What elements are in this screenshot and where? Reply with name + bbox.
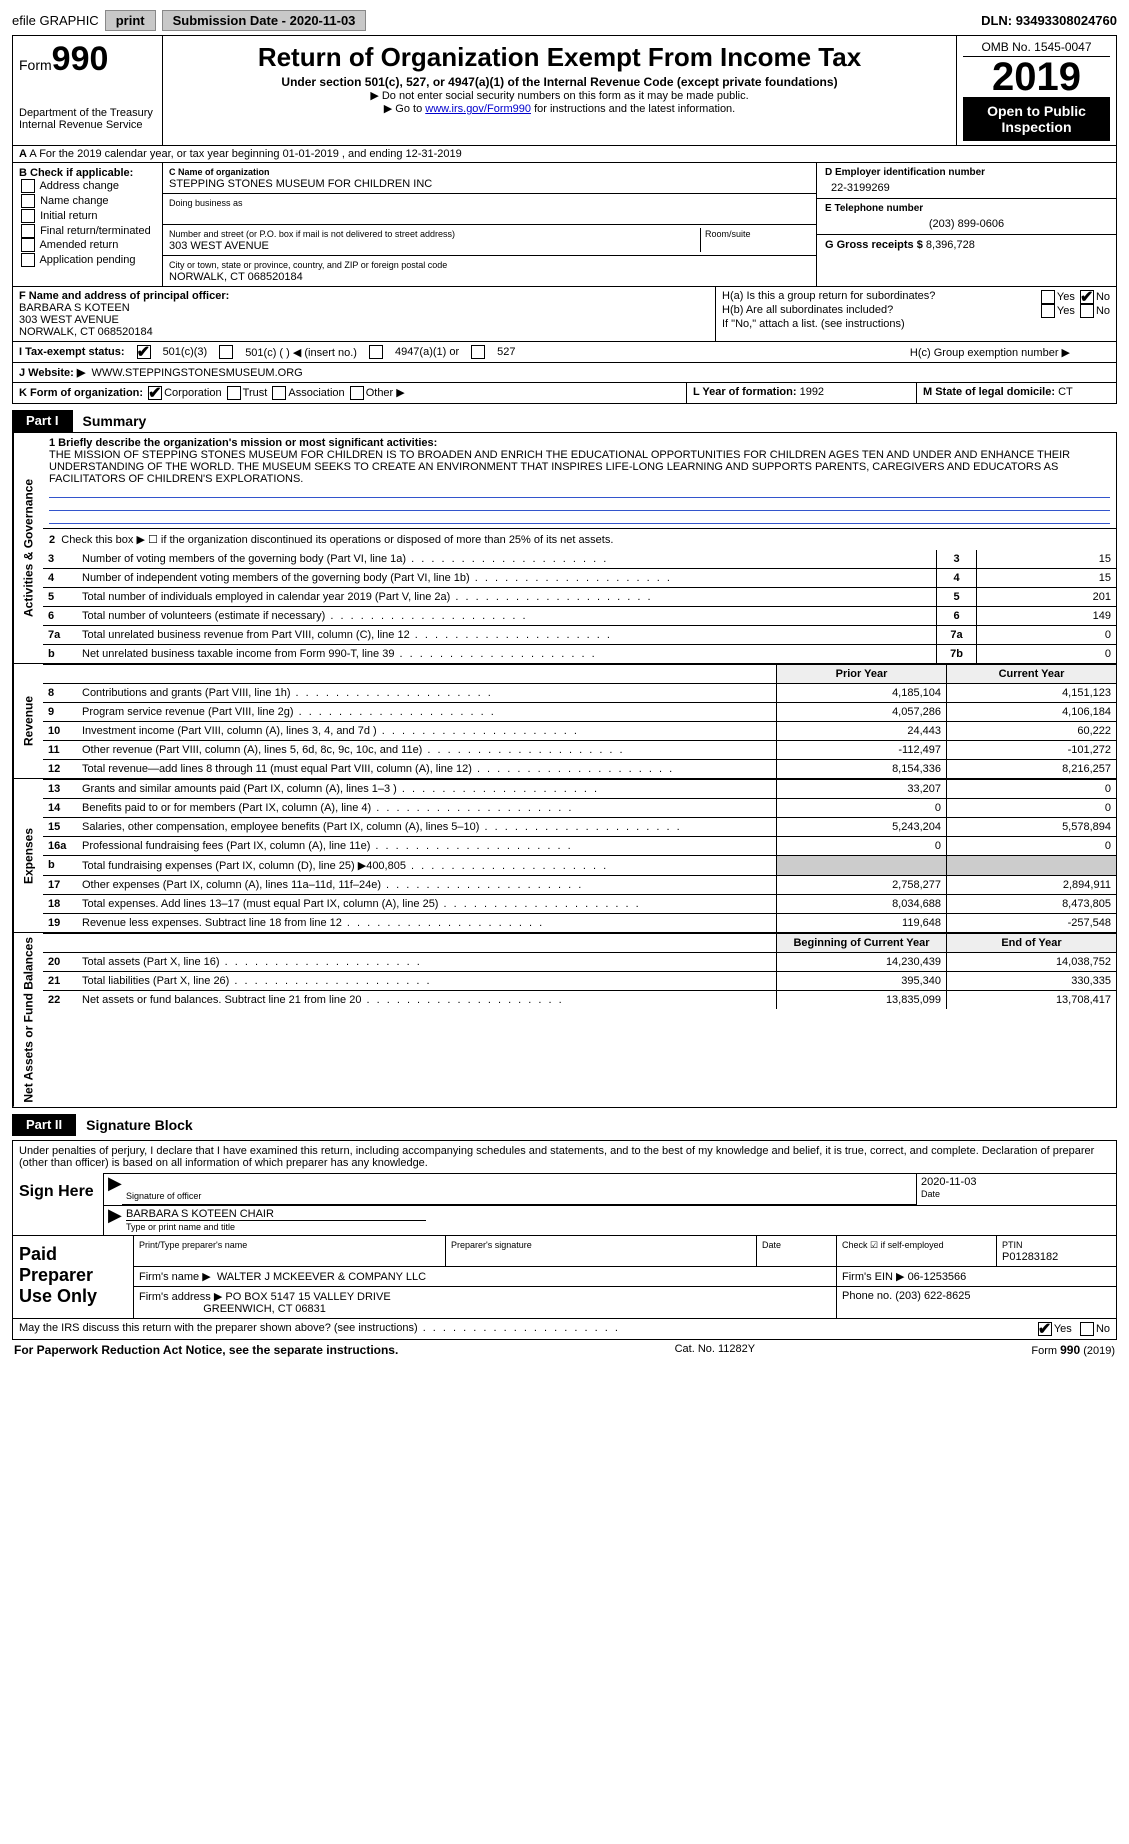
- section-g: G Gross receipts $ 8,396,728: [817, 235, 1116, 255]
- summary-row: 10Investment income (Part VIII, column (…: [43, 721, 1116, 740]
- section-m: M State of legal domicile: CT: [916, 383, 1116, 403]
- col-headers-1: Prior Year Current Year: [43, 664, 1116, 683]
- signature-arrow-icon: ▶: [104, 1174, 122, 1205]
- line-a: A A For the 2019 calendar year, or tax y…: [12, 146, 1117, 163]
- firm-ein: 06-1253566: [908, 1271, 967, 1283]
- part2-header: Part II Signature Block: [12, 1114, 1117, 1136]
- website: WWW.STEPPINGSTONESMUSEUM.ORG: [91, 367, 302, 379]
- summary-row: 17Other expenses (Part IX, column (A), l…: [43, 875, 1116, 894]
- tax-year: 2019: [963, 57, 1110, 97]
- print-button[interactable]: print: [105, 10, 156, 31]
- summary-row: 22Net assets or fund balances. Subtract …: [43, 990, 1116, 1009]
- summary-row: 8Contributions and grants (Part VIII, li…: [43, 683, 1116, 702]
- summary-row: 12Total revenue—add lines 8 through 11 (…: [43, 759, 1116, 778]
- top-toolbar: efile GRAPHIC print Submission Date - 20…: [12, 10, 1117, 31]
- summary-row: 19Revenue less expenses. Subtract line 1…: [43, 913, 1116, 932]
- open-to-public: Open to PublicInspection: [963, 97, 1110, 141]
- summary-row: 13Grants and similar amounts paid (Part …: [43, 779, 1116, 798]
- return-title: Return of Organization Exempt From Incom…: [169, 42, 950, 73]
- section-j: J Website: ▶ WWW.STEPPINGSTONESMUSEUM.OR…: [13, 363, 696, 382]
- ein: 22-3199269: [825, 178, 1108, 194]
- subtitle-2: ▶ Do not enter social security numbers o…: [169, 89, 950, 102]
- summary-row: 21Total liabilities (Part X, line 26)395…: [43, 971, 1116, 990]
- page-footer: For Paperwork Reduction Act Notice, see …: [12, 1340, 1117, 1360]
- firm-address-2: GREENWICH, CT 06831: [203, 1303, 326, 1315]
- officer-name: BARBARA S KOTEEN: [19, 302, 130, 314]
- gov-row: 3Number of voting members of the governi…: [43, 550, 1116, 568]
- summary-row: 16aProfessional fundraising fees (Part I…: [43, 836, 1116, 855]
- gov-row: 6Total number of volunteers (estimate if…: [43, 606, 1116, 625]
- section-e: E Telephone number (203) 899-0606: [817, 199, 1116, 235]
- vlabel-expenses: Expenses: [13, 779, 43, 932]
- dln: DLN: 93493308024760: [981, 13, 1117, 28]
- perjury-text: Under penalties of perjury, I declare th…: [13, 1141, 1116, 1173]
- summary-row: 11Other revenue (Part VIII, column (A), …: [43, 740, 1116, 759]
- section-k: K Form of organization: Corporation Trus…: [13, 383, 686, 403]
- section-h: H(a) Is this a group return for subordin…: [716, 287, 1116, 341]
- mission-text: THE MISSION OF STEPPING STONES MUSEUM FO…: [49, 449, 1070, 485]
- gross-receipts: 8,396,728: [926, 239, 975, 251]
- section-b: B Check if applicable: Address change Na…: [13, 163, 163, 286]
- subtitle-1: Under section 501(c), 527, or 4947(a)(1)…: [169, 75, 950, 89]
- ptin: P01283182: [1002, 1251, 1058, 1263]
- submission-date-button[interactable]: Submission Date - 2020-11-03: [162, 10, 367, 31]
- signature-arrow-icon: ▶: [104, 1206, 122, 1235]
- form-header: Form990 Department of the Treasury Inter…: [12, 35, 1117, 146]
- line-2: 2 Check this box ▶ ☐ if the organization…: [43, 528, 1116, 550]
- vlabel-governance: Activities & Governance: [13, 433, 43, 663]
- org-street: 303 WEST AVENUE: [169, 240, 269, 252]
- phone: (203) 899-0606: [825, 214, 1108, 230]
- vlabel-netassets: Net Assets or Fund Balances: [13, 933, 43, 1107]
- dept-irs: Internal Revenue Service: [19, 119, 156, 131]
- firm-address-1: PO BOX 5147 15 VALLEY DRIVE: [225, 1291, 390, 1303]
- efile-label: efile GRAPHIC: [12, 13, 99, 28]
- section-c: C Name of organization STEPPING STONES M…: [163, 163, 816, 286]
- col-headers-2: Beginning of Current Year End of Year: [43, 933, 1116, 952]
- gov-row: 7aTotal unrelated business revenue from …: [43, 625, 1116, 644]
- gov-row: 5Total number of individuals employed in…: [43, 587, 1116, 606]
- line-1: 1 Briefly describe the organization's mi…: [43, 433, 1116, 528]
- sign-date: 2020-11-03: [921, 1176, 976, 1188]
- summary-row: 18Total expenses. Add lines 13–17 (must …: [43, 894, 1116, 913]
- section-f: F Name and address of principal officer:…: [13, 287, 716, 341]
- subtitle-3: ▶ Go to www.irs.gov/Form990 for instruct…: [169, 102, 950, 115]
- section-d: D Employer identification number 22-3199…: [817, 163, 1116, 199]
- dept-treasury: Department of the Treasury: [19, 107, 156, 119]
- officer-name-title: BARBARA S KOTEEN CHAIR: [126, 1208, 426, 1221]
- summary-row: 14Benefits paid to or for members (Part …: [43, 798, 1116, 817]
- summary-row: 20Total assets (Part X, line 16)14,230,4…: [43, 952, 1116, 971]
- org-city: NORWALK, CT 068520184: [169, 271, 303, 283]
- summary-row: 9Program service revenue (Part VIII, lin…: [43, 702, 1116, 721]
- firm-phone: (203) 622-8625: [895, 1290, 970, 1302]
- org-name: STEPPING STONES MUSEUM FOR CHILDREN INC: [169, 178, 432, 190]
- form-number: Form990: [19, 40, 156, 79]
- paid-preparer-label: Paid Preparer Use Only: [13, 1236, 133, 1318]
- vlabel-revenue: Revenue: [13, 664, 43, 778]
- section-l: L Year of formation: 1992: [686, 383, 916, 403]
- discuss-row: May the IRS discuss this return with the…: [12, 1319, 1117, 1340]
- irs-link[interactable]: www.irs.gov/Form990: [425, 103, 531, 115]
- summary-row: 15Salaries, other compensation, employee…: [43, 817, 1116, 836]
- part1-header: Part I Summary: [12, 410, 1117, 432]
- firm-name: WALTER J MCKEEVER & COMPANY LLC: [217, 1271, 426, 1283]
- gov-row: bNet unrelated business taxable income f…: [43, 644, 1116, 663]
- gov-row: 4Number of independent voting members of…: [43, 568, 1116, 587]
- section-i: I Tax-exempt status: 501(c)(3) 501(c) ( …: [12, 342, 1117, 363]
- summary-row: bTotal fundraising expenses (Part IX, co…: [43, 855, 1116, 875]
- sign-here-label: Sign Here: [13, 1173, 103, 1235]
